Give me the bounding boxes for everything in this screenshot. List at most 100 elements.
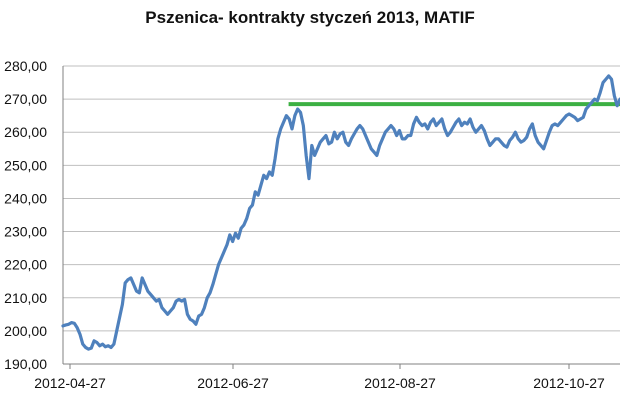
data-point bbox=[421, 124, 423, 127]
data-point bbox=[299, 111, 302, 114]
data-point bbox=[243, 224, 245, 226]
y-tick-label: 220,00 bbox=[4, 257, 47, 273]
data-point bbox=[489, 144, 491, 147]
data-point bbox=[234, 232, 237, 235]
data-point bbox=[296, 108, 299, 110]
y-tick-label: 210,00 bbox=[4, 290, 47, 306]
data-point bbox=[325, 134, 327, 137]
data-point bbox=[90, 347, 93, 349]
data-point bbox=[443, 128, 446, 130]
data-point bbox=[409, 134, 412, 137]
data-point bbox=[506, 146, 508, 148]
data-point bbox=[93, 340, 95, 342]
data-point bbox=[339, 133, 341, 135]
data-point bbox=[214, 273, 217, 276]
data-point bbox=[531, 123, 534, 125]
data-point bbox=[262, 174, 265, 177]
data-point bbox=[449, 131, 452, 134]
data-point bbox=[548, 131, 551, 134]
data-point bbox=[588, 104, 590, 107]
data-point bbox=[274, 157, 276, 160]
data-point bbox=[562, 118, 565, 120]
data-point bbox=[268, 171, 271, 173]
data-point bbox=[602, 81, 604, 84]
data-point bbox=[610, 78, 613, 81]
data-point bbox=[158, 298, 160, 301]
data-point bbox=[178, 298, 180, 301]
data-point bbox=[384, 131, 387, 134]
data-point bbox=[356, 128, 358, 130]
x-tick-labels: 2012-04-27 2012-06-27 2012-08-27 2012-10-27 bbox=[34, 375, 605, 391]
data-point bbox=[528, 128, 531, 130]
data-point bbox=[342, 131, 344, 134]
data-point bbox=[180, 300, 183, 302]
data-point bbox=[336, 138, 339, 140]
data-point bbox=[229, 234, 231, 236]
data-point bbox=[537, 141, 539, 143]
data-point bbox=[378, 144, 381, 147]
y-tick-label: 200,00 bbox=[4, 323, 47, 339]
data-point bbox=[576, 119, 579, 122]
data-point bbox=[113, 343, 115, 345]
data-point bbox=[491, 141, 494, 143]
data-point bbox=[407, 134, 409, 137]
data-point bbox=[458, 118, 460, 120]
data-point bbox=[398, 129, 401, 132]
data-point bbox=[311, 144, 313, 147]
data-point bbox=[87, 348, 90, 350]
data-point bbox=[110, 346, 112, 349]
data-point bbox=[393, 128, 395, 130]
axes bbox=[62, 66, 620, 369]
data-point bbox=[260, 184, 262, 186]
data-point bbox=[542, 147, 545, 150]
data-point bbox=[251, 204, 254, 206]
data-point bbox=[322, 138, 324, 140]
series-line bbox=[61, 74, 620, 351]
data-point bbox=[104, 345, 107, 348]
data-point bbox=[121, 303, 124, 306]
data-point bbox=[206, 296, 208, 299]
x-tick-label: 2012-08-27 bbox=[364, 375, 436, 391]
data-point bbox=[76, 326, 78, 329]
data-point bbox=[203, 306, 206, 309]
y-tick-label: 240,00 bbox=[4, 190, 47, 206]
data-point bbox=[469, 118, 471, 120]
data-point bbox=[132, 283, 135, 286]
data-point bbox=[344, 141, 347, 143]
gridlines bbox=[63, 65, 620, 365]
data-point bbox=[590, 101, 593, 104]
data-point bbox=[67, 323, 70, 326]
data-point bbox=[305, 154, 307, 157]
data-point bbox=[200, 313, 203, 316]
data-point bbox=[226, 244, 228, 246]
data-point bbox=[472, 126, 474, 129]
y-tick-labels: 190,00 200,00 210,00 220,00 230,00 240,00 250,… bbox=[4, 58, 47, 372]
data-point bbox=[579, 118, 582, 120]
data-point bbox=[613, 95, 616, 97]
data-point bbox=[593, 98, 596, 100]
data-point bbox=[195, 323, 197, 326]
data-point bbox=[520, 141, 522, 143]
data-point bbox=[79, 333, 81, 336]
data-point bbox=[149, 293, 152, 296]
data-point bbox=[257, 194, 259, 196]
data-point bbox=[373, 151, 375, 153]
data-point bbox=[607, 75, 610, 77]
data-point bbox=[460, 124, 463, 127]
data-point bbox=[279, 128, 282, 130]
data-point bbox=[585, 108, 587, 110]
data-point bbox=[477, 128, 480, 130]
data-point bbox=[282, 121, 285, 124]
data-point bbox=[220, 257, 223, 259]
data-point bbox=[175, 300, 177, 302]
data-point bbox=[209, 292, 211, 294]
data-point bbox=[212, 283, 214, 286]
y-tick-label: 190,00 bbox=[4, 356, 47, 372]
data-point bbox=[73, 322, 76, 325]
data-point bbox=[65, 324, 67, 326]
data-point bbox=[152, 296, 155, 299]
data-point bbox=[523, 139, 525, 142]
data-point bbox=[364, 134, 367, 137]
data-point bbox=[353, 133, 356, 135]
